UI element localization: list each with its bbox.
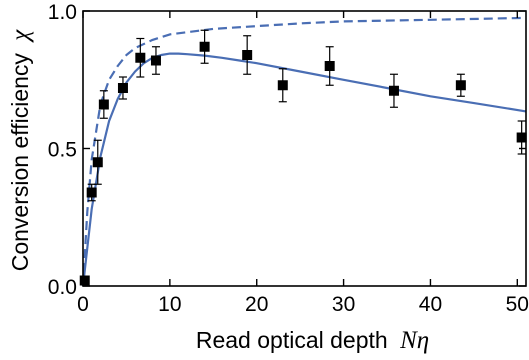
data-point-9: [277, 80, 288, 91]
data-point-10: [324, 61, 335, 71]
x-axis-label-text: Read optical depth: [196, 327, 388, 353]
x-tick-label-3: 30: [332, 293, 355, 316]
data-point-12: [455, 80, 466, 91]
data-point-13: [516, 132, 527, 143]
y-tick-label-1: 0.5: [48, 139, 77, 162]
points-layer: [79, 29, 527, 286]
x-tick-label-1: 10: [158, 293, 181, 316]
data-point-4: [117, 83, 128, 93]
x-tick-label-0: 0: [77, 293, 89, 316]
y-axis-label: Conversion efficiency χ: [7, 29, 34, 272]
y-tick-label-2: 1.0: [48, 1, 77, 24]
ticks-layer: 0 10 20 30 40 50 0.0 0.5 1.0: [48, 1, 529, 316]
data-point-7: [199, 41, 210, 52]
data-point-1: [86, 187, 97, 198]
data-point-3: [98, 99, 109, 110]
data-point-8: [242, 50, 253, 60]
x-axis-label-symbol: Nη: [399, 327, 429, 354]
data-point-5: [135, 52, 146, 63]
x-tick-label-5: 50: [506, 293, 529, 316]
x-axis-label: Read optical depth Nη: [196, 327, 429, 354]
y-axis-label-text: Conversion efficiency: [7, 53, 33, 272]
y-tick-label-0: 0.0: [48, 276, 77, 299]
data-point-11: [388, 85, 399, 96]
x-tick-label-2: 20: [245, 293, 268, 316]
y-axis-label-symbol: χ: [7, 29, 34, 43]
data-point-2: [92, 157, 103, 168]
plot-frame: [82, 10, 527, 287]
curves-layer: [81, 16, 527, 287]
data-point-0: [79, 275, 90, 286]
data-point-6: [150, 55, 161, 66]
x-tick-label-4: 40: [419, 293, 442, 316]
solid-fit-curve: [81, 52, 527, 287]
dashed-fit-curve: [81, 16, 527, 287]
